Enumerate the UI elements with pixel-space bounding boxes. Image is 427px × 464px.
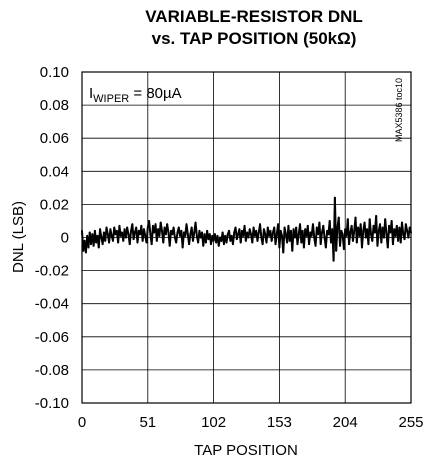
dnl-line-segment (400, 221, 405, 236)
annotation-subscript: WIPER (93, 93, 129, 105)
dnl-line-segment (324, 229, 329, 249)
dnl-line-segment (175, 231, 179, 244)
dnl-line-segment (166, 223, 170, 234)
y-tick-label: 0.10 (40, 64, 69, 81)
dnl-line-segment (348, 231, 352, 246)
x-tick-label: 102 (201, 414, 226, 431)
dnl-line-segment (168, 229, 173, 247)
dnl-line-segment (191, 231, 196, 242)
x-tick-label: 51 (139, 414, 156, 431)
dnl-line-segment (322, 224, 326, 239)
y-tick-label: -0.10 (35, 395, 69, 412)
y-tick-label: -0.06 (35, 329, 69, 346)
dnl-line-segment (376, 229, 380, 247)
y-tick-label: 0 (61, 230, 69, 247)
x-tick-label: 255 (398, 414, 423, 431)
dnl-line-segment (145, 226, 149, 244)
dnl-line-segment (99, 228, 103, 239)
dnl-line-segment (188, 233, 192, 246)
dnl-line-segment (311, 223, 316, 239)
dnl-line-segment (368, 218, 372, 236)
plot-area-frame (81, 71, 412, 404)
dnl-line-segment (296, 233, 300, 246)
dnl-line-segment (132, 231, 136, 241)
dnl-line-segment (148, 219, 152, 236)
dnl-line-segment (404, 223, 409, 232)
x-axis-ticks: 0 51 102 153 204 255 (78, 414, 424, 431)
y-axis-label: DNL (LSB) (10, 201, 27, 273)
dnl-line-segment (384, 218, 388, 236)
y-tick-label: 0.04 (40, 163, 69, 180)
dnl-line-segment (231, 231, 236, 246)
dnl-line-segment (335, 226, 339, 252)
dnl-line-segment (256, 231, 260, 242)
x-axis-label: TAP POSITION (194, 442, 298, 459)
dnl-line-segment (128, 229, 133, 246)
y-tick-label: -0.08 (35, 362, 69, 379)
dnl-line-segment (159, 221, 163, 232)
dnl-line-segment (142, 228, 147, 237)
series-layer (81, 196, 412, 262)
y-axis-ticks: 0.10 0.08 0.06 0.04 0.02 0 -0.02 -0.04 -0.06 -0.0… (35, 64, 69, 412)
dnl-line-segment (283, 226, 287, 236)
dnl-line-segment (126, 226, 130, 236)
dnl-line-segment (282, 226, 286, 254)
y-tick-label: 0.08 (40, 97, 69, 114)
chart-title-line-2: vs. TAP POSITION (50kΩ) (152, 29, 357, 48)
dnl-line-segment (194, 221, 198, 237)
annotation-rest: = 80µA (129, 85, 181, 102)
dnl-line-segment (360, 229, 365, 249)
dnl-line-segment (351, 229, 356, 242)
y-tick-label: 0.02 (40, 196, 69, 213)
x-tick-label: 0 (78, 414, 86, 431)
annotation-main: I (89, 85, 93, 102)
dnl-line-segment (109, 228, 113, 237)
chart-title-line-1: VARIABLE-RESISTOR DNL (145, 7, 363, 26)
y-tick-label: 0.06 (40, 130, 69, 147)
x-tick-label: 204 (333, 414, 358, 431)
dnl-line-segment (319, 231, 323, 246)
watermark-text: MAX5386 toc10 (394, 78, 404, 142)
dnl-line-segment (172, 226, 176, 239)
dnl-line-segment (185, 223, 189, 236)
y-tick-label: -0.02 (35, 263, 69, 280)
dnl-line-segment (225, 233, 229, 244)
x-tick-label: 153 (267, 414, 292, 431)
dnl-series (81, 196, 412, 262)
y-tick-label: -0.04 (35, 296, 69, 313)
dnl-line-segment (259, 223, 263, 239)
wiper-current-annotation: IWIPER = 80µA (89, 85, 182, 105)
dnl-line-segment (270, 231, 274, 242)
dnl-line-segment (105, 226, 109, 236)
dnl-line-segment (339, 229, 343, 247)
dnl-line-segment (181, 231, 185, 249)
dnl-line-segment (274, 233, 278, 246)
